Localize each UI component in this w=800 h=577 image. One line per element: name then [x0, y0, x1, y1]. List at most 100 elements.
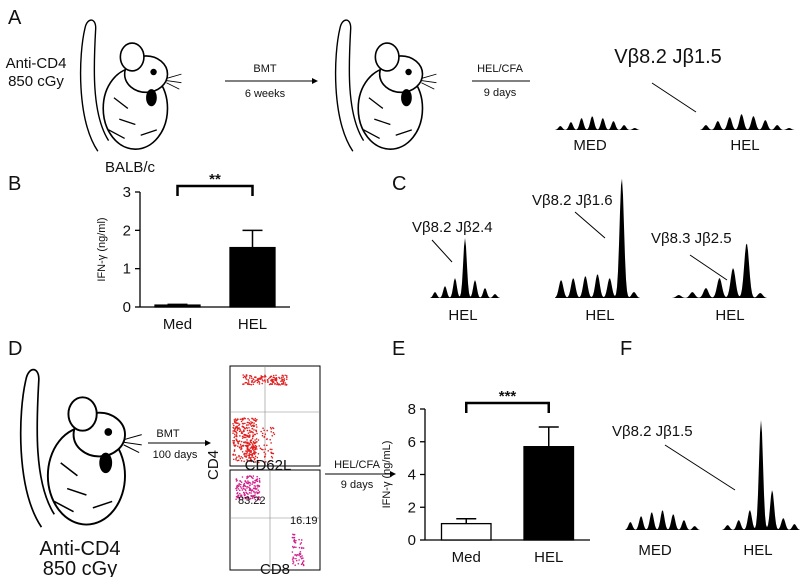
flow-event: [250, 450, 253, 452]
y-tick-label: 2: [408, 499, 416, 516]
flow-event: [293, 534, 295, 536]
flow-event: [239, 418, 242, 421]
flow-event: [256, 461, 259, 464]
flow-event: [286, 376, 288, 379]
flow-event: [282, 383, 284, 385]
flow-event: [284, 374, 286, 377]
flow-event: [244, 455, 246, 457]
flow-event: [237, 459, 240, 462]
panel-letter: D: [8, 338, 22, 360]
flow-event: [248, 491, 251, 494]
flow-event: [235, 487, 238, 489]
flow-event: [254, 457, 256, 460]
flow-event: [235, 498, 237, 500]
flow-event: [261, 382, 264, 385]
flow-event: [248, 486, 250, 488]
flow-event: [249, 482, 252, 484]
x-tick-label: HEL: [534, 549, 563, 566]
flow-event: [245, 424, 248, 426]
flow-event: [249, 457, 252, 459]
flow-event: [260, 448, 263, 451]
flow-event: [239, 428, 241, 431]
arrow-head: [205, 440, 211, 446]
flow-event: [238, 482, 241, 485]
significance-bracket: [465, 401, 550, 413]
flow-event: [250, 422, 252, 425]
flow-event: [244, 422, 246, 425]
flow-event: [255, 438, 258, 440]
flow-event: [263, 376, 266, 378]
flow-event: [232, 426, 234, 429]
flow-event: [237, 488, 240, 490]
bar: [229, 246, 276, 308]
flow-event: [248, 419, 251, 421]
flow-event: [294, 564, 297, 567]
flow-event: [257, 489, 260, 491]
flow-event: [249, 447, 252, 449]
flow-event: [252, 378, 255, 381]
flow-event: [296, 553, 299, 556]
flow-event: [237, 422, 239, 425]
flow-event: [238, 498, 241, 500]
flow-event: [236, 459, 239, 462]
flow-event: [240, 460, 243, 462]
flow-event: [232, 442, 235, 445]
flow-event: [238, 427, 240, 430]
flow-event: [255, 491, 257, 493]
flow-event: [251, 437, 254, 440]
flow-event: [302, 557, 304, 559]
flow-event: [237, 496, 240, 499]
flow-event: [302, 563, 305, 566]
flow-event: [233, 433, 236, 436]
flow-event: [254, 461, 257, 463]
flow-event: [268, 383, 271, 386]
flow-event: [251, 497, 254, 499]
flow-event: [295, 539, 297, 542]
flow-event: [285, 374, 288, 377]
flow-event: [245, 456, 247, 458]
flow-event: [264, 433, 267, 436]
flow-event: [247, 417, 249, 420]
flow-event: [244, 434, 247, 436]
flow-event: [262, 448, 264, 451]
flow-event: [261, 434, 264, 437]
flow-event: [258, 445, 261, 447]
flow-event: [256, 478, 258, 481]
flow-event: [256, 426, 258, 428]
flow-event: [236, 425, 238, 427]
clone-label: Vβ8.2 Jβ1.5: [614, 46, 722, 68]
flow-event: [242, 487, 245, 490]
flow-event: [252, 456, 255, 459]
flow-event: [241, 496, 244, 498]
y-tick-label: 2: [123, 222, 131, 239]
flow-event: [266, 438, 268, 440]
flow-event: [272, 427, 275, 430]
flow-event: [256, 441, 258, 443]
flow-event: [239, 485, 242, 488]
flow-event: [254, 451, 256, 453]
flow-event: [243, 460, 245, 463]
flow-event: [294, 541, 297, 544]
flow-event: [246, 482, 249, 484]
flow-event: [260, 377, 262, 379]
flow-event: [252, 481, 254, 484]
flow-event: [256, 456, 259, 459]
flow-event: [254, 419, 257, 422]
flow-event: [243, 493, 245, 495]
flow-event: [253, 422, 255, 424]
sample-label: HEL: [585, 307, 614, 324]
flow-event: [252, 432, 254, 434]
flow-event: [249, 434, 251, 436]
flow-event: [264, 461, 267, 463]
flow-event: [252, 475, 255, 477]
flow-event: [285, 384, 288, 386]
flow-event: [256, 448, 258, 450]
flow-event: [271, 381, 274, 384]
flow-event: [293, 546, 296, 548]
flow-event: [247, 381, 250, 383]
flow-event: [260, 375, 262, 377]
flow-event: [247, 444, 250, 446]
flow-event: [250, 425, 253, 427]
flow-event: [251, 456, 253, 458]
flow-event: [248, 426, 250, 429]
